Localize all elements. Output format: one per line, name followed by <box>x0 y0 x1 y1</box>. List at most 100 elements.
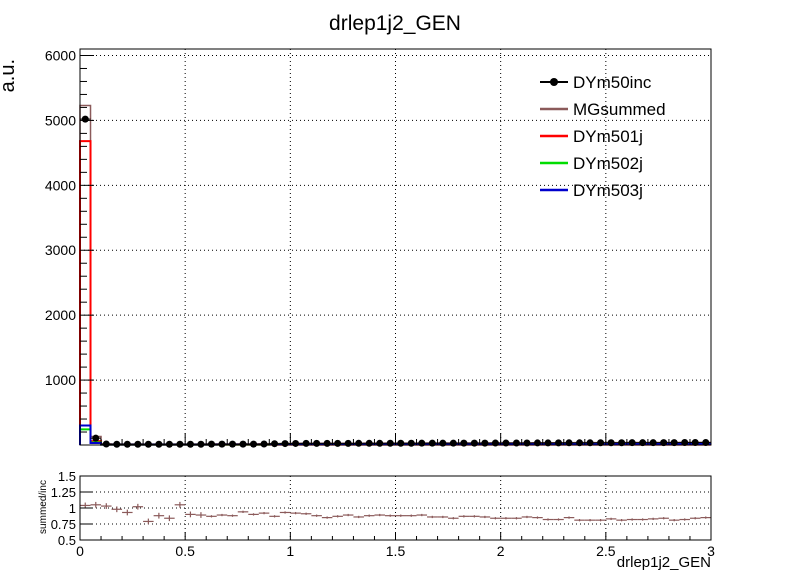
ratio-point <box>111 506 123 513</box>
data-point-DYm50inc <box>207 440 215 448</box>
data-point-DYm50inc <box>113 440 121 448</box>
data-point-DYm50inc <box>123 440 131 448</box>
data-point-DYm50inc <box>92 434 100 442</box>
ratio-point <box>500 517 512 520</box>
ratio-point <box>679 518 690 521</box>
data-point-DYm50inc <box>470 439 478 447</box>
ratio-y-tick-label: 0.5 <box>58 533 76 548</box>
ratio-point <box>143 518 154 525</box>
data-point-DYm50inc <box>134 440 142 448</box>
ratio-point <box>616 519 627 522</box>
data-point-DYm50inc <box>649 439 657 447</box>
ratio-point <box>342 513 354 517</box>
ratio-point <box>353 515 364 519</box>
data-point-DYm50inc <box>197 440 205 448</box>
data-point-DYm50inc <box>281 440 289 448</box>
ratio-point <box>553 518 564 521</box>
data-point-DYm50inc <box>155 440 163 448</box>
data-point-DYm50inc <box>397 439 405 447</box>
x-tick-label: 0.5 <box>175 543 195 559</box>
data-point-DYm50inc <box>502 439 510 447</box>
ratio-point <box>174 501 186 508</box>
ratio-y-tick-label: 1.25 <box>51 485 76 500</box>
data-point-DYm50inc <box>165 440 173 448</box>
ratio-y-axis-label: summed/inc <box>38 480 49 534</box>
ratio-point <box>321 516 333 519</box>
data-point-DYm50inc <box>670 439 678 447</box>
data-point-DYm50inc <box>176 440 184 448</box>
legend-label: DYm50inc <box>573 73 652 92</box>
ratio-point <box>448 517 459 520</box>
x-tick-label: 1 <box>286 543 294 559</box>
ratio-point <box>206 515 217 518</box>
legend-label: DYm502j <box>573 154 643 173</box>
ratio-point <box>384 514 396 517</box>
ratio-point <box>374 513 385 517</box>
ratio-point <box>427 515 438 519</box>
ratio-point <box>185 511 196 518</box>
ratio-y-tick-label: 0.75 <box>51 517 76 532</box>
y-tick-label: 1000 <box>45 372 76 388</box>
ratio-point <box>227 514 238 517</box>
ratio-point <box>311 514 322 517</box>
data-point-DYm50inc <box>449 439 457 447</box>
legend-item: MGsummed <box>540 100 666 119</box>
legend: DYm50inc MGsummed DYm501j DYm502j DYm503j <box>540 73 666 200</box>
ratio-series <box>80 501 711 525</box>
legend-label: DYm501j <box>573 127 643 146</box>
x-tick-label: 2 <box>497 543 505 559</box>
ratio-point <box>595 519 606 522</box>
data-point-DYm50inc <box>334 439 342 447</box>
ratio-point <box>437 515 449 519</box>
data-point-DYm50inc <box>344 439 352 447</box>
ratio-y-tick-label: 1 <box>69 501 76 516</box>
data-point-DYm50inc <box>365 439 373 447</box>
ratio-point <box>279 511 291 514</box>
ratio-point <box>700 516 711 519</box>
data-point-DYm50inc <box>81 115 89 123</box>
data-point-DYm50inc <box>323 439 331 447</box>
ratio-point <box>237 510 249 513</box>
data-point-DYm50inc <box>628 439 636 447</box>
legend-item: DYm503j <box>540 181 643 200</box>
data-point-DYm50inc <box>228 440 236 448</box>
data-point-DYm50inc <box>355 439 363 447</box>
data-point-DYm50inc <box>618 439 626 447</box>
data-point-DYm50inc <box>702 439 710 447</box>
data-point-DYm50inc <box>681 439 689 447</box>
data-point-DYm50inc <box>439 439 447 447</box>
data-point-DYm50inc <box>292 439 300 447</box>
ratio-point <box>647 517 659 521</box>
y-tick-label: 6000 <box>45 47 76 63</box>
ratio-point <box>122 509 133 516</box>
data-point-DYm50inc <box>260 440 268 448</box>
ratio-point <box>248 513 259 516</box>
ratio-point <box>164 515 175 522</box>
data-point-DYm50inc <box>386 439 394 447</box>
y-tick-label: 3000 <box>45 242 76 258</box>
data-point-DYm50inc <box>186 440 194 448</box>
ratio-point <box>479 515 491 519</box>
y-tick-label: 5000 <box>45 112 76 128</box>
ratio-point <box>469 515 480 518</box>
legend-item: DYm502j <box>540 154 643 173</box>
ratio-point <box>511 517 522 520</box>
data-point-DYm50inc <box>639 439 647 447</box>
ratio-point <box>153 512 165 519</box>
ratio-point <box>269 515 280 518</box>
ratio-point <box>216 513 228 517</box>
data-point-DYm50inc <box>250 440 258 448</box>
ratio-point <box>101 503 112 509</box>
ratio-point <box>626 518 638 521</box>
data-point-DYm50inc <box>144 440 152 448</box>
x-tick-label: 2.5 <box>596 543 616 559</box>
data-point-DYm50inc <box>302 439 310 447</box>
ratio-point <box>195 512 207 518</box>
data-point-DYm50inc <box>460 439 468 447</box>
ratio-point <box>574 519 585 522</box>
data-point-DYm50inc <box>691 439 699 447</box>
ratio-point <box>363 514 375 517</box>
ratio-point <box>532 516 543 519</box>
ratio-point <box>668 519 680 522</box>
